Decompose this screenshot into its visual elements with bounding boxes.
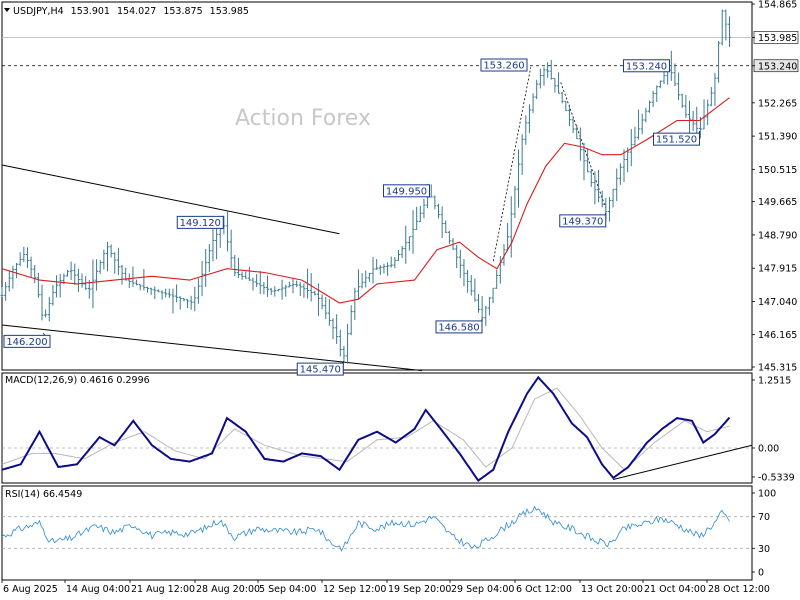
price-annotations: 153.260 153.240 149.950 149.120 151.520 149.3… <box>3 58 700 376</box>
rsi-y-tick-label: 0 <box>758 568 764 579</box>
x-tick-label: 28 Oct 12:00 <box>708 584 770 595</box>
price-y-tick-label: 149.665 <box>758 197 797 208</box>
x-tick-label: 6 Aug 2025 <box>3 584 58 595</box>
x-tick-label: 28 Aug 20:00 <box>196 584 260 595</box>
panel-frame-macd <box>1 372 753 484</box>
watermark: Action Forex <box>235 106 371 131</box>
price-y-tick-label: 147.915 <box>758 264 797 275</box>
rsi-y-tick-label: 30 <box>758 544 770 555</box>
annotation-label: 145.470 <box>300 365 341 376</box>
price-y-tick-label: 147.040 <box>758 297 797 308</box>
reference-lines <box>2 37 752 549</box>
panel-frame-price <box>1 1 753 371</box>
annotation-box <box>3 334 51 348</box>
chart-header: USDJPY,H4 153.901 154.027 153.875 153.98… <box>4 6 249 17</box>
macd-title: MACD(12,26,9) 0.4616 0.2996 <box>5 375 150 386</box>
panel-frame-rsi <box>1 485 753 581</box>
annotation-box <box>623 59 670 73</box>
annotation-label: 153.260 <box>483 61 524 72</box>
macd-panel <box>1 375 753 483</box>
rsi-title: RSI(14) 66.4549 <box>5 489 82 500</box>
x-tick-label: 12 Sep 12:00 <box>323 584 386 595</box>
panel-frames <box>1 1 753 581</box>
x-axis-labels: 6 Aug 2025 14 Aug 04:00 21 Aug 12:00 28 Aug… <box>1 580 770 595</box>
macd-y-tick-label: 0.00 <box>758 443 779 454</box>
annotation-box <box>559 214 607 228</box>
x-tick-label: 21 Oct 04:00 <box>644 584 706 595</box>
annotation-box <box>176 215 224 229</box>
annotation-box <box>480 58 528 72</box>
moving-average-line <box>1 97 730 304</box>
x-tick-label: 19 Sep 20:00 <box>388 584 451 595</box>
price-y-tick-label: 153.985 <box>758 33 797 44</box>
annotation-label: 149.950 <box>386 186 427 197</box>
y-axis-labels: 154.865 153.985 153.240 152.265 151.390 150.5… <box>752 0 799 579</box>
trendline-0 <box>1 164 340 235</box>
annotation-box <box>296 362 344 376</box>
high-value: 154.027 <box>117 6 156 17</box>
dashed-projection-0 <box>492 67 532 262</box>
price-bars <box>0 9 731 364</box>
price-y-tick-label: 153.240 <box>758 61 797 72</box>
macd-y-tick-label: -0.5339 <box>758 473 795 484</box>
open-value: 153.901 <box>71 6 110 17</box>
macd-signal-line <box>1 387 730 471</box>
price-y-tick-label: 152.265 <box>758 98 797 109</box>
annotation-label: 151.520 <box>656 135 697 146</box>
annotation-label: 146.580 <box>438 322 479 333</box>
moving-average <box>1 97 730 304</box>
x-tick-label: 14 Aug 04:00 <box>66 584 130 595</box>
annotation-label: 146.200 <box>6 337 47 348</box>
x-tick-label: 21 Aug 12:00 <box>131 584 195 595</box>
price-y-tick-label: 150.515 <box>758 165 797 176</box>
rsi-line <box>1 505 730 552</box>
annotation-label: 153.240 <box>626 61 667 72</box>
annotation-box <box>383 184 430 198</box>
macd-y-tick-label: 1.2515 <box>758 376 791 387</box>
rsi-y-tick-label: 100 <box>758 489 776 500</box>
x-tick-label: 29 Sep 04:00 <box>451 584 514 595</box>
annotation-box <box>435 320 483 334</box>
annotation-label: 149.370 <box>562 216 603 227</box>
trendline-1 <box>1 324 423 372</box>
macd-line <box>1 375 731 483</box>
low-value: 153.875 <box>163 6 202 17</box>
price-y-tick-label: 151.390 <box>758 132 797 143</box>
price-y-tick-label: 146.165 <box>758 330 797 341</box>
price-y-tick-label: 145.315 <box>758 363 797 374</box>
price-trendlines <box>1 67 607 372</box>
annotation-box <box>653 132 700 146</box>
rsi-panel <box>1 505 730 552</box>
rsi-y-tick-label: 70 <box>758 512 770 523</box>
price-y-tick-label: 148.790 <box>758 230 797 241</box>
chevron-down-icon <box>4 8 10 12</box>
x-tick-label: 5 Sep 04:00 <box>259 584 316 595</box>
x-tick-label: 6 Oct 12:00 <box>516 584 572 595</box>
annotation-label: 149.120 <box>180 218 221 229</box>
svg-text:USDJPY,H4 153.901: USDJPY,H4 153.901 154.027 153.875 153.98… <box>13 6 249 17</box>
price-y-tick-label: 154.865 <box>758 0 797 11</box>
close-value: 153.985 <box>210 6 249 17</box>
symbol-label: USDJPY,H4 <box>13 6 64 17</box>
x-tick-label: 13 Oct 20:00 <box>581 584 643 595</box>
macd-trendline <box>613 444 753 480</box>
